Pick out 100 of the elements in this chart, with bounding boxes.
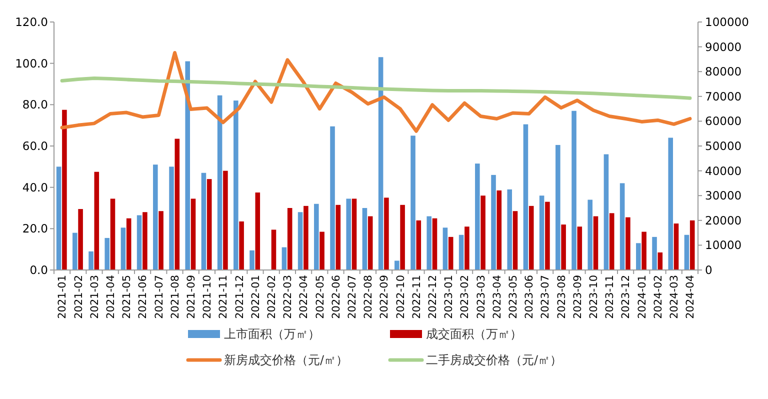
x-tick-label: 2021-09 bbox=[186, 275, 198, 319]
x-tick-label: 2022-06 bbox=[330, 274, 342, 319]
x-tick-label: 2023-03 bbox=[475, 275, 488, 319]
y2-tick-label: 90000 bbox=[705, 40, 742, 54]
bar bbox=[556, 144, 560, 270]
bar bbox=[62, 110, 67, 270]
bar bbox=[330, 126, 335, 270]
bar bbox=[652, 236, 657, 270]
bar bbox=[458, 234, 464, 270]
bar bbox=[528, 206, 534, 270]
bar bbox=[572, 110, 576, 270]
x-tick-label: 2022-04 bbox=[298, 274, 310, 319]
x-tick-label: 2023-09 bbox=[572, 275, 584, 319]
x-tick-label: 2024-03 bbox=[668, 275, 681, 319]
bar bbox=[620, 183, 625, 270]
line-series bbox=[60, 51, 692, 133]
y2-tick-label: 100000 bbox=[705, 15, 749, 30]
x-tick-label: 2022-02 bbox=[266, 275, 278, 319]
x-tick-label: 2021-11 bbox=[218, 275, 230, 319]
x-tick-label: 2022-03 bbox=[282, 275, 294, 319]
x-tick-label: 2022-05 bbox=[314, 275, 326, 319]
bar bbox=[250, 250, 254, 270]
bar bbox=[480, 196, 486, 270]
bar bbox=[94, 172, 100, 270]
y2-tick-label: 40000 bbox=[705, 164, 742, 178]
bar bbox=[561, 224, 566, 270]
bar bbox=[394, 260, 400, 270]
bar bbox=[120, 228, 126, 270]
bar bbox=[658, 252, 663, 270]
x-tick-label: 2023-01 bbox=[443, 275, 456, 319]
legend-label: 成交面积（万㎡） bbox=[426, 327, 522, 342]
x-tick-label: 2021-12 bbox=[234, 275, 246, 319]
bar bbox=[448, 236, 454, 270]
y2-tick-label: 0 bbox=[705, 263, 712, 278]
x-tick-label: 2022-11 bbox=[410, 275, 423, 319]
bar bbox=[496, 190, 502, 270]
bar bbox=[158, 211, 164, 270]
bar bbox=[346, 198, 352, 270]
x-tick-label: 2023-10 bbox=[588, 275, 600, 319]
bar bbox=[577, 226, 582, 270]
bar bbox=[539, 196, 544, 270]
bar bbox=[234, 100, 238, 270]
bar bbox=[684, 234, 690, 270]
y-tick-label: 120.0 bbox=[15, 15, 48, 30]
bar bbox=[78, 209, 83, 270]
bar bbox=[593, 216, 598, 270]
bar bbox=[282, 247, 287, 270]
x-tick-label: 2021-08 bbox=[169, 275, 182, 319]
x-tick-label: 2023-05 bbox=[508, 275, 520, 319]
bar bbox=[604, 154, 609, 270]
bar bbox=[410, 136, 416, 270]
bar bbox=[320, 232, 324, 270]
bar bbox=[201, 172, 206, 270]
bar bbox=[314, 204, 319, 270]
bar bbox=[491, 174, 496, 270]
x-tick-label: 2023-06 bbox=[524, 274, 536, 319]
legend-label: 上市面积（万㎡） bbox=[224, 327, 320, 342]
bar bbox=[136, 215, 142, 270]
bar bbox=[368, 216, 373, 270]
bar bbox=[636, 243, 641, 270]
x-tick-label: 2021-03 bbox=[88, 275, 101, 319]
line-series bbox=[60, 76, 692, 100]
bar bbox=[142, 212, 148, 270]
bar bbox=[512, 211, 518, 270]
bar bbox=[690, 220, 695, 270]
x-tick-label: 2022-12 bbox=[427, 275, 440, 319]
x-tick-label: 2023-02 bbox=[459, 275, 472, 319]
bar bbox=[609, 213, 614, 270]
bar bbox=[206, 179, 212, 270]
y2-tick-label: 50000 bbox=[705, 139, 742, 154]
x-tick-label: 2021-06 bbox=[137, 274, 150, 319]
y-tick-label: 20.0 bbox=[22, 222, 48, 236]
y2-tick-label: 30000 bbox=[705, 188, 742, 203]
bar bbox=[588, 200, 593, 270]
x-tick-label: 2024-02 bbox=[652, 275, 664, 319]
bar bbox=[545, 202, 550, 270]
y-tick-label: 0.0 bbox=[30, 263, 48, 278]
bar bbox=[416, 220, 422, 270]
bar bbox=[668, 138, 674, 270]
x-tick-label: 2021-04 bbox=[105, 274, 118, 319]
x-tick-label: 2021-05 bbox=[121, 275, 134, 319]
bar bbox=[475, 164, 480, 270]
y-tick-label: 40.0 bbox=[22, 180, 48, 194]
bar bbox=[153, 164, 158, 270]
x-tick-label: 2022-07 bbox=[346, 275, 359, 319]
y2-tick-label: 80000 bbox=[705, 64, 742, 79]
x-tick-label: 2021-01 bbox=[56, 275, 69, 319]
x-tick-label: 2024-04 bbox=[684, 274, 697, 319]
bar bbox=[104, 238, 110, 270]
bar bbox=[674, 224, 679, 270]
legend-label: 二手房成交价格（元/㎡） bbox=[426, 353, 562, 368]
bar bbox=[626, 217, 630, 270]
bar bbox=[190, 198, 196, 270]
bar bbox=[185, 61, 190, 270]
bar bbox=[223, 170, 228, 270]
x-tick-label: 2023-04 bbox=[491, 274, 504, 319]
x-tick-label: 2022-08 bbox=[362, 275, 375, 319]
x-tick-label: 2021-02 bbox=[72, 275, 85, 319]
bar bbox=[507, 189, 512, 270]
y2-tick-label: 60000 bbox=[705, 114, 742, 128]
